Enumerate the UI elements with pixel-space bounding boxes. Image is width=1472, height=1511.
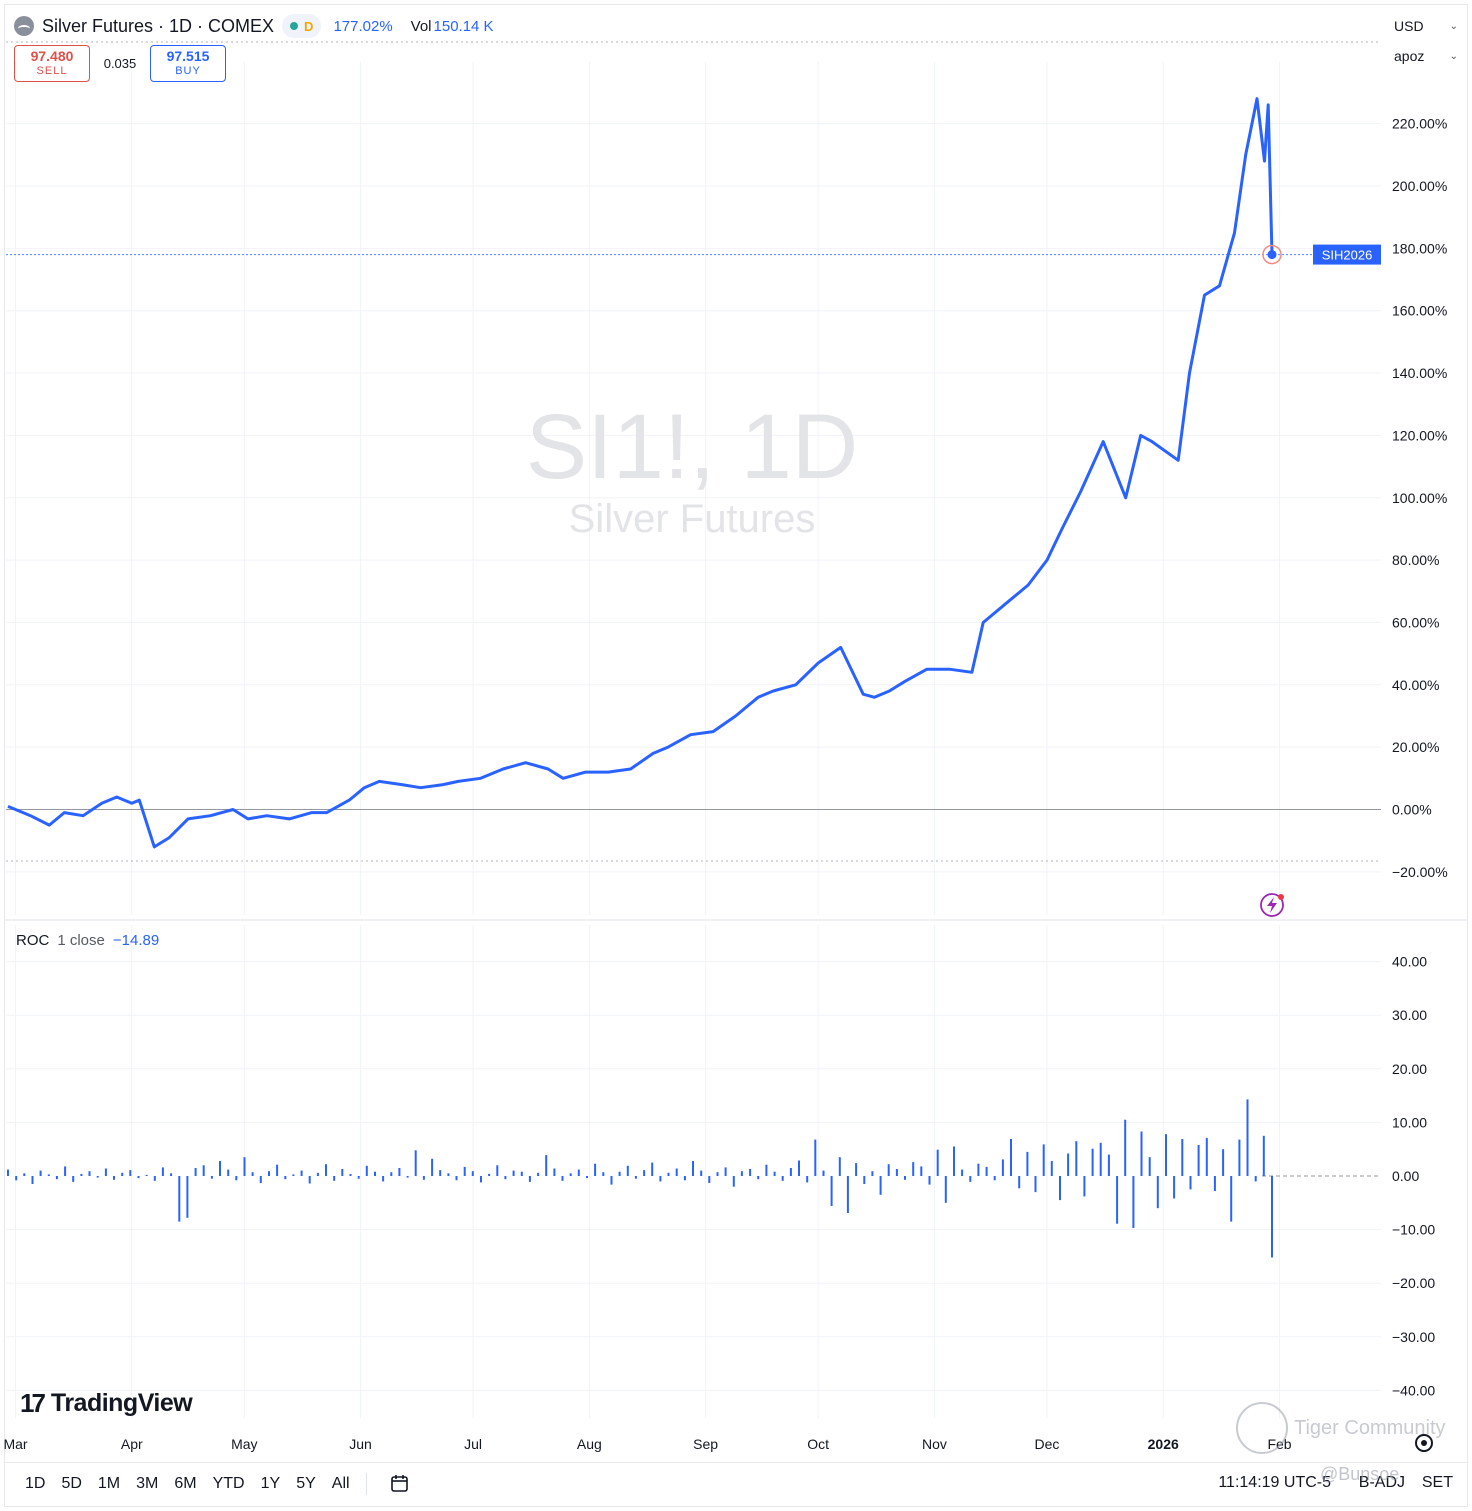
price-axis-tick-label: 80.00% [1392,552,1439,568]
time-axis-tick-label: Sep [693,1436,718,1452]
price-tag-label: SIH2026 [1322,248,1373,263]
roc-axis-tick-label: 0.00 [1392,1168,1419,1184]
range-button-6m[interactable]: 6M [174,1475,197,1492]
tradingview-mark-icon: 17 [20,1388,46,1418]
price-line-series [7,97,1274,849]
price-axis-tick-label: 160.00% [1392,303,1447,319]
delayed-data-label: D [304,18,314,34]
tradingview-wordmark: TradingView [50,1389,193,1417]
roc-axis-tick-label: 30.00 [1392,1007,1427,1023]
range-button-5y[interactable]: 5Y [296,1475,316,1492]
tiger-logo-icon [1236,1402,1288,1454]
currency-selector[interactable]: USD ⌄ [1388,13,1464,39]
volume-label: Vol [410,17,432,35]
time-axis-tick-label: Nov [922,1436,947,1452]
clock-timezone[interactable]: 11:14:19 UTC-5 [1218,1474,1331,1491]
range-button-all[interactable]: All [331,1475,350,1492]
range-button-5d[interactable]: 5D [61,1475,82,1492]
sell-label: SELL [36,64,68,77]
session-toggle[interactable]: SET [1421,1474,1453,1491]
time-axis-tick-label: Oct [807,1436,829,1452]
symbol-watermark: SI1!, 1D [526,396,858,498]
lightning-bolt-icon [1267,897,1277,913]
price-axis-tick-label: 220.00% [1392,116,1447,132]
alert-dot-icon [1278,894,1284,900]
settings-gear-icon[interactable] [1415,1434,1433,1452]
range-button-3m[interactable]: 3M [136,1475,159,1492]
chevron-down-icon: ⌄ [1449,20,1458,32]
buy-price: 97.515 [166,47,210,64]
trade-panel: 97.480 SELL 0.035 97.515 BUY [14,45,226,82]
unit-value: apoz [1394,48,1425,64]
roc-axis-tick-label: 20.00 [1392,1061,1427,1077]
currency-value: USD [1394,18,1424,34]
time-axis-tick-label: 2026 [1148,1436,1179,1452]
unit-selector[interactable]: apoz ⌄ [1388,43,1464,69]
price-axis-tick-label: 180.00% [1392,240,1447,256]
spread-value: 0.035 [103,56,137,71]
range-button-1y[interactable]: 1Y [260,1475,281,1492]
price-tag-box [1313,244,1381,265]
last-price-ring [1262,244,1282,265]
roc-axis-tick-label: −30.00 [1392,1329,1435,1345]
indicator-value: −14.89 [112,932,160,949]
community-watermark: Tiger Community [1236,1402,1446,1454]
roc-axis-tick-label: −40.00 [1392,1382,1435,1398]
exchange-logo-icon [14,16,34,36]
indicator-params: 1 close [57,932,105,949]
roc-axis-tick-label: −20.00 [1392,1275,1435,1291]
market-status-badge[interactable]: D [282,14,322,38]
last-price-point [1267,250,1277,260]
tradingview-logo[interactable]: 17 TradingView [20,1388,193,1419]
chart-frame [4,4,1468,1507]
buy-label: BUY [175,64,201,77]
range-button-1d[interactable]: 1D [25,1475,46,1492]
range-button-1m[interactable]: 1M [97,1475,121,1492]
price-axis-tick-label: 100.00% [1392,490,1447,506]
time-axis-tick-label: Jun [349,1436,372,1452]
bottom-toolbar: 1D 5D 1M 3M 6M YTD 1Y 5Y All 11:14:19 UT… [5,1462,1467,1505]
roc-axis-tick-label: −10.00 [1392,1222,1435,1238]
indicator-name: ROC [16,932,50,949]
symbol-title[interactable]: Silver Futures · 1D · COMEX [42,15,275,36]
sell-button[interactable]: 97.480 SELL [14,45,90,82]
price-axis-tick-label: 200.00% [1392,178,1447,194]
roc-axis-tick-label: 40.00 [1392,954,1427,970]
toolbar-divider [365,1473,367,1495]
price-axis-tick-label: 60.00% [1392,614,1439,630]
name-watermark: Silver Futures [569,497,816,541]
time-axis-tick-label: Aug [577,1436,602,1452]
indicator-legend[interactable]: ROC 1 close −14.89 [16,932,159,949]
author-watermark: @Bunsoe [1320,1464,1400,1484]
price-axis-tick-label: −20.00% [1392,864,1448,880]
price-axis-tick-label: 40.00% [1392,677,1439,693]
time-axis-tick-label: Jul [464,1436,482,1452]
price-axis-tick-label: 140.00% [1392,365,1447,381]
date-range-calendar-icon[interactable] [389,1473,411,1495]
price-axis-tick-label: 20.00% [1392,739,1439,755]
time-axis-tick-label: Mar [3,1436,27,1452]
time-axis-tick-label: Apr [121,1436,143,1452]
lightning-alert-icon [1260,893,1284,917]
adjustment-toggle[interactable]: B-ADJ [1358,1474,1405,1491]
price-axis-tick-label: 0.00% [1392,802,1432,818]
symbol-header: Silver Futures · 1D · COMEX D 177.02% Vo… [14,12,494,40]
buy-button[interactable]: 97.515 BUY [150,45,226,82]
range-button-ytd[interactable]: YTD [212,1475,245,1492]
time-axis-tick-label: Dec [1035,1436,1060,1452]
roc-axis-tick-label: 10.00 [1392,1114,1427,1130]
percent-change: 177.02% [333,17,393,35]
chevron-down-icon: ⌄ [1449,50,1458,62]
market-open-dot-icon [290,22,299,30]
price-axis-tick-label: 120.00% [1392,427,1447,443]
volume-value: 150.14 K [433,17,494,35]
community-watermark-text: Tiger Community [1294,1416,1446,1439]
time-axis-tick-label: May [231,1436,257,1452]
sell-price: 97.480 [30,47,74,64]
